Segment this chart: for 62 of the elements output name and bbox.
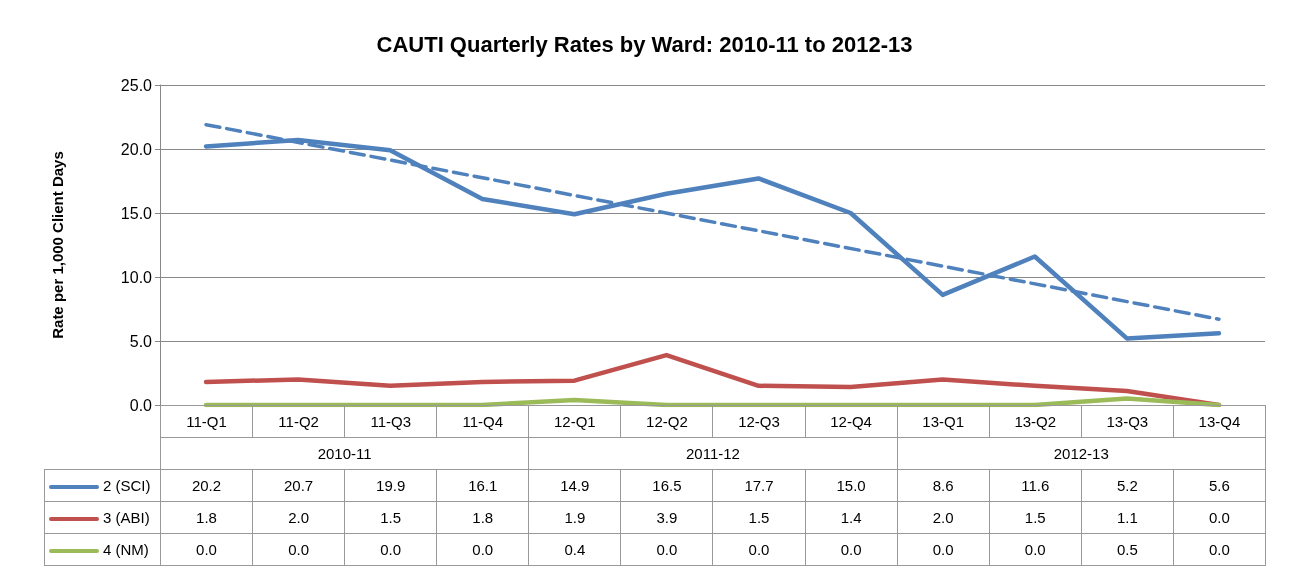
y-tick-label: 5.0 bbox=[129, 332, 153, 350]
data-label: 0.0 bbox=[160, 533, 253, 566]
x-tick-label: 13-Q4 bbox=[1173, 405, 1266, 438]
data-label: 20.7 bbox=[252, 469, 345, 502]
x-tick-label: 11-Q3 bbox=[344, 405, 437, 438]
data-label: 14.9 bbox=[528, 469, 621, 502]
y-tick-label: 25.0 bbox=[120, 76, 153, 94]
x-tick-label: 13-Q2 bbox=[989, 405, 1082, 438]
x-tick-label: 11-Q4 bbox=[436, 405, 529, 438]
data-label: 8.6 bbox=[897, 469, 990, 502]
chart-title: CAUTI Quarterly Rates by Ward: 2010-11 to 2012-13 bbox=[376, 31, 913, 57]
data-label: 5.2 bbox=[1081, 469, 1174, 502]
data-label: 0.0 bbox=[1173, 533, 1266, 566]
data-label: 1.5 bbox=[344, 501, 437, 534]
data-label: 0.0 bbox=[344, 533, 437, 566]
legend-label: 4 (NM) bbox=[44, 533, 161, 566]
data-label: 11.6 bbox=[989, 469, 1082, 502]
data-label: 2.0 bbox=[252, 501, 345, 534]
data-label: 0.5 bbox=[1081, 533, 1174, 566]
y-tick-label: 10.0 bbox=[120, 268, 153, 286]
y-tick-label: 15.0 bbox=[120, 204, 153, 222]
data-label: 1.5 bbox=[712, 501, 806, 534]
data-label: 1.9 bbox=[528, 501, 621, 534]
data-label: 17.7 bbox=[712, 469, 806, 502]
x-tick-label: 12-Q1 bbox=[528, 405, 621, 438]
data-label: 16.1 bbox=[436, 469, 529, 502]
data-label: 1.8 bbox=[436, 501, 529, 534]
data-label: 15.0 bbox=[805, 469, 898, 502]
data-label: 0.0 bbox=[897, 533, 990, 566]
data-label: 1.1 bbox=[1081, 501, 1174, 534]
x-tick-label: 11-Q2 bbox=[252, 405, 345, 438]
data-label: 1.8 bbox=[160, 501, 253, 534]
x-tick-label: 12-Q4 bbox=[805, 405, 898, 438]
data-label: 0.0 bbox=[712, 533, 806, 566]
data-label: 0.0 bbox=[436, 533, 529, 566]
x-tick-label: 12-Q2 bbox=[620, 405, 713, 438]
text: 2012-13 bbox=[897, 437, 1266, 470]
y-axis-title: Rate per 1,000 Client Days bbox=[49, 151, 66, 339]
data-label: 1.5 bbox=[989, 501, 1082, 534]
data-label: 0.0 bbox=[805, 533, 898, 566]
x-tick-label: 13-Q3 bbox=[1081, 405, 1174, 438]
data-label: 3.9 bbox=[620, 501, 713, 534]
data-label: 0.0 bbox=[1173, 501, 1266, 534]
data-label: 20.2 bbox=[160, 469, 253, 502]
data-label: 0.0 bbox=[989, 533, 1082, 566]
data-label: 5.6 bbox=[1173, 469, 1266, 502]
legend-label: 3 (ABI) bbox=[44, 501, 161, 534]
text: 2011-12 bbox=[528, 437, 898, 470]
legend-label: 2 (SCI) bbox=[44, 469, 161, 502]
x-tick-label: 12-Q3 bbox=[712, 405, 806, 438]
text: 2010-11 bbox=[160, 437, 529, 470]
data-label: 0.4 bbox=[528, 533, 621, 566]
y-tick-label: 20.0 bbox=[120, 140, 153, 158]
data-label: 0.0 bbox=[620, 533, 713, 566]
data-label: 0.0 bbox=[252, 533, 345, 566]
y-tick-label: 0.0 bbox=[129, 396, 153, 414]
x-tick-label: 13-Q1 bbox=[897, 405, 990, 438]
data-label: 19.9 bbox=[344, 469, 437, 502]
data-label: 2.0 bbox=[897, 501, 990, 534]
data-label: 1.4 bbox=[805, 501, 898, 534]
x-tick-label: 11-Q1 bbox=[160, 405, 253, 438]
data-label: 16.5 bbox=[620, 469, 713, 502]
